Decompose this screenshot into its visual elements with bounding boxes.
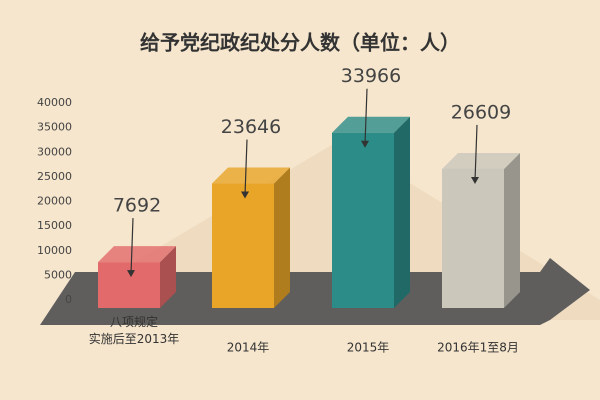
arrow-head bbox=[361, 140, 369, 148]
y-tick-label: 20000 bbox=[37, 195, 72, 208]
bar-side bbox=[274, 167, 290, 308]
y-tick-label: 10000 bbox=[37, 244, 72, 257]
y-tick-label: 40000 bbox=[37, 96, 72, 109]
arrow-line bbox=[474, 124, 478, 181]
value-label: 23646 bbox=[221, 116, 281, 138]
arrow-line bbox=[244, 139, 248, 196]
bar-top bbox=[442, 152, 520, 169]
y-tick-label: 0 bbox=[65, 293, 72, 306]
bar bbox=[332, 132, 394, 308]
bar bbox=[98, 262, 160, 308]
arrow-head bbox=[127, 270, 135, 278]
y-tick-label: 25000 bbox=[37, 170, 72, 183]
chart-title: 给予党纪政纪处分人数（单位：人） bbox=[140, 31, 460, 55]
bar-side bbox=[394, 116, 410, 308]
y-tick-label: 5000 bbox=[44, 268, 72, 281]
arrow-line bbox=[130, 218, 134, 275]
bar-top bbox=[212, 167, 290, 184]
value-label: 33966 bbox=[341, 65, 401, 87]
bar-side bbox=[504, 152, 520, 308]
arrow-head bbox=[241, 191, 249, 199]
x-tick-label: 八项规定实施后至2013年 bbox=[89, 314, 180, 346]
y-tick-label: 35000 bbox=[37, 121, 72, 134]
bar bbox=[442, 168, 504, 308]
x-tick-label: 2014年 bbox=[227, 341, 270, 355]
x-tick-label: 2015年 bbox=[347, 341, 390, 355]
arrow-line bbox=[364, 88, 368, 145]
arrow-head bbox=[471, 176, 479, 184]
bar-top bbox=[98, 246, 176, 263]
y-tick-label: 15000 bbox=[37, 219, 72, 232]
value-label: 7692 bbox=[113, 195, 161, 217]
value-label: 26609 bbox=[451, 101, 511, 123]
x-tick-label: 2016年1至8月 bbox=[437, 341, 519, 355]
y-tick-label: 30000 bbox=[37, 145, 72, 158]
bar-side bbox=[160, 246, 176, 308]
bar bbox=[212, 183, 274, 308]
bar-top bbox=[332, 116, 410, 133]
